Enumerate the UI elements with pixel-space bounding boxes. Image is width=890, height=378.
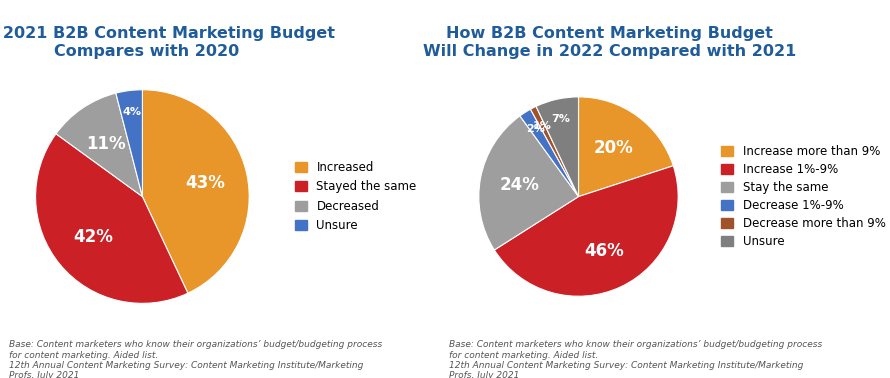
Wedge shape [536,97,578,197]
Text: 20%: 20% [594,139,634,157]
Wedge shape [494,166,678,296]
Text: Base: Content marketers who know their organizations’ budget/budgeting process
f: Base: Content marketers who know their o… [9,340,382,378]
Wedge shape [142,90,249,293]
Text: 4%: 4% [122,107,142,117]
Wedge shape [56,93,142,197]
Wedge shape [578,97,674,197]
Text: 2%: 2% [526,124,546,134]
Text: 24%: 24% [500,177,539,194]
Wedge shape [116,90,142,197]
Text: 7%: 7% [552,114,570,124]
Text: 11%: 11% [86,135,126,153]
Text: Base: Content marketers who know their organizations’ budget/budgeting process
f: Base: Content marketers who know their o… [449,340,822,378]
Wedge shape [530,106,578,197]
Legend: Increase more than 9%, Increase 1%-9%, Stay the same, Decrease 1%-9%, Decrease m: Increase more than 9%, Increase 1%-9%, S… [722,145,886,248]
Text: 42%: 42% [73,228,113,246]
Wedge shape [479,116,578,250]
Text: 46%: 46% [584,242,624,260]
Text: How B2B Content Marketing Budget
Will Change in 2022 Compared with 2021: How B2B Content Marketing Budget Will Ch… [423,26,797,59]
Wedge shape [520,109,578,197]
Text: 1%: 1% [533,121,552,130]
Legend: Increased, Stayed the same, Decreased, Unsure: Increased, Stayed the same, Decreased, U… [295,161,417,232]
Text: 43%: 43% [185,174,225,192]
Wedge shape [36,134,188,304]
Text: How 2021 B2B Content Marketing Budget
Compares with 2020: How 2021 B2B Content Marketing Budget Co… [0,26,336,59]
